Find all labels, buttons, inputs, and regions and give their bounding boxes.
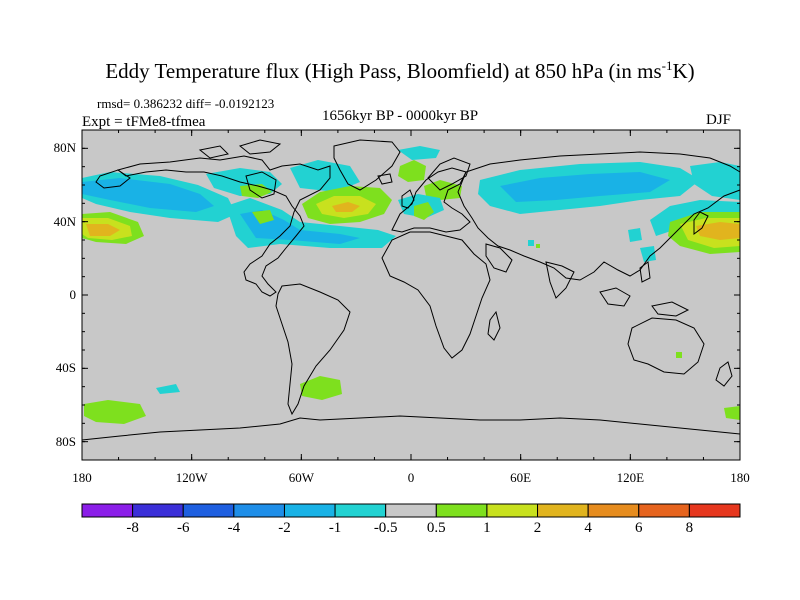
anomaly-region: [414, 202, 434, 220]
colorbar-swatch: [81, 503, 134, 518]
title-exponent: -1: [661, 58, 673, 73]
colorbar-label: -6: [176, 520, 190, 536]
period-label: 1656kyr BP - 0000kyr BP: [322, 108, 479, 124]
coastline-scandinavia: [427, 157, 471, 191]
colorbar-swatch: [132, 503, 184, 518]
colorbar-swatch: [486, 503, 539, 518]
coastline-arabia: [485, 243, 513, 273]
lon-tick-label: 180: [730, 470, 750, 485]
colorbar-swatch: [334, 503, 387, 518]
experiment-label: Expt = tFMe8-tfmea: [82, 114, 206, 130]
anomaly-region: [724, 406, 740, 420]
anomaly-region: [528, 240, 534, 246]
coastline-south-america: [275, 283, 351, 416]
anomaly-region: [398, 160, 426, 182]
colorbar-swatch: [283, 503, 336, 518]
lat-tick-label: 0: [69, 287, 77, 302]
coastline-iceland: [377, 173, 393, 185]
colorbar-label: 0.5: [426, 520, 446, 536]
colorbar-swatch: [587, 503, 640, 518]
anomaly-region: [332, 202, 360, 212]
lat-tick-label: 40S: [55, 360, 76, 376]
coastline-japan: [693, 211, 709, 235]
colorbar: [81, 503, 741, 518]
anomaly-region: [156, 384, 180, 394]
coastline-arctic-islands: [198, 145, 229, 159]
colorbar-label: -1: [328, 520, 342, 536]
colorbar-swatch: [435, 503, 488, 518]
lat-tick-label: 80S: [55, 433, 76, 449]
colorbar-label: 6: [635, 520, 643, 536]
coastline-india: [545, 261, 575, 299]
colorbar-swatch: [638, 503, 690, 518]
colorbar-swatch: [233, 503, 285, 518]
coastline-arctic-islands: [238, 139, 282, 155]
colorbar-swatch: [385, 503, 437, 518]
coastline-alaska: [95, 169, 131, 189]
anomaly-region: [696, 222, 740, 240]
lat-tick-label: 80N: [53, 140, 76, 156]
lon-tick-label: 180: [72, 470, 92, 485]
lon-tick-label: 120E: [616, 470, 645, 485]
colorbar-label: 4: [584, 520, 592, 536]
coastline-antarctica: [81, 415, 741, 441]
coastline-new-guinea: [651, 301, 690, 317]
colorbar-swatch: [182, 503, 235, 518]
anomaly-region: [640, 246, 656, 262]
lat-tick-label: 40N: [53, 213, 76, 229]
anomaly-region: [86, 224, 120, 236]
anomaly-region: [500, 172, 670, 202]
coastlines: [81, 139, 741, 441]
anomaly-region: [676, 352, 682, 358]
colorbar-swatch: [688, 503, 741, 518]
lon-tick-label: 60E: [510, 470, 532, 485]
coastline-europe: [391, 167, 471, 233]
colorbar-label: -4: [227, 520, 241, 536]
coastline-philippines: [639, 261, 651, 283]
figure-title: Eddy Temperature flux (High Pass, Bloomf…: [105, 58, 695, 83]
lon-tick-label: 60W: [288, 470, 314, 485]
anomaly-region: [536, 244, 540, 248]
colorbar-label: -0.5: [373, 520, 398, 536]
coastline-africa: [381, 231, 491, 359]
coastline-se-asia-islands: [599, 287, 631, 307]
season-label: DJF: [706, 112, 732, 128]
colorbar-label: -2: [278, 520, 291, 536]
coastline-asia: [457, 151, 741, 281]
coastline-madagascar: [487, 310, 501, 341]
lon-tick-label: 120W: [175, 470, 208, 485]
coastline-uk: [401, 189, 415, 209]
anomaly-region: [424, 180, 462, 200]
axis-ticks: [81, 129, 741, 461]
anomaly-region: [290, 160, 360, 192]
anomaly-region: [398, 146, 440, 160]
colorbar-label: 8: [685, 520, 694, 536]
colorbar-label: 2: [533, 520, 542, 536]
anomaly-region: [690, 162, 740, 200]
coastline-australia: [627, 317, 705, 375]
coastline-greenland: [333, 139, 401, 191]
anomaly-field: [82, 146, 740, 424]
coastline-new-zealand: [715, 361, 733, 387]
title-unit-end: K): [672, 59, 695, 83]
anomaly-region: [628, 228, 642, 242]
stats-text: rmsd= 0.386232 diff= -0.0192123: [97, 96, 275, 111]
coastline-north-america: [116, 155, 331, 297]
coastline-hudson-bay: [245, 171, 277, 199]
lon-tick-label: 0: [407, 470, 415, 485]
colorbar-label: 1: [483, 520, 491, 536]
anomaly-region: [84, 400, 146, 424]
anomaly-region: [252, 210, 274, 224]
colorbar-swatch: [537, 503, 589, 518]
colorbar-label: -8: [126, 520, 139, 536]
anomaly-region: [300, 376, 342, 400]
